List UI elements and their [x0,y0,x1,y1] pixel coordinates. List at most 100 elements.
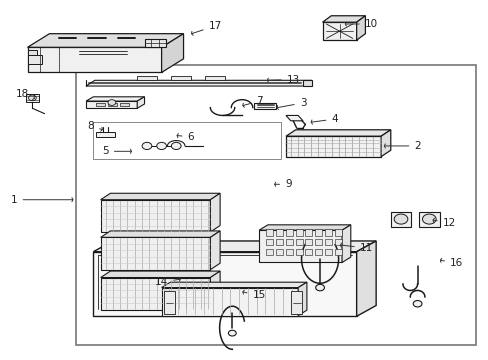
Polygon shape [137,76,157,80]
Polygon shape [285,239,292,245]
Text: 6: 6 [177,132,194,142]
Text: 15: 15 [243,290,265,301]
Polygon shape [305,239,312,245]
Polygon shape [298,282,306,316]
Polygon shape [137,97,144,108]
Polygon shape [325,229,331,235]
Polygon shape [295,229,302,235]
Polygon shape [266,249,273,255]
Polygon shape [276,249,283,255]
Polygon shape [210,193,220,232]
Polygon shape [161,282,306,288]
Text: 17: 17 [191,21,222,35]
Circle shape [393,214,407,224]
Text: 11: 11 [340,243,372,253]
Polygon shape [27,47,161,72]
Polygon shape [93,252,356,316]
Polygon shape [380,130,390,157]
Polygon shape [101,231,220,237]
Polygon shape [259,230,341,262]
Polygon shape [295,239,302,245]
Polygon shape [161,288,298,316]
Polygon shape [285,229,292,235]
Polygon shape [285,249,292,255]
Polygon shape [93,241,375,252]
Text: 10: 10 [345,19,377,29]
Polygon shape [144,40,166,47]
Text: 9: 9 [274,179,291,189]
Circle shape [28,95,36,101]
Polygon shape [86,97,144,101]
Polygon shape [322,22,356,40]
Polygon shape [315,249,322,255]
Polygon shape [276,229,283,235]
Polygon shape [341,225,350,262]
Circle shape [142,142,152,149]
Circle shape [228,330,236,336]
Circle shape [315,284,324,291]
Polygon shape [96,103,104,106]
Polygon shape [305,229,312,235]
Polygon shape [334,249,341,255]
Polygon shape [295,249,302,255]
Polygon shape [418,212,439,226]
Circle shape [157,142,166,149]
Polygon shape [27,55,42,64]
Polygon shape [356,241,375,316]
Polygon shape [315,239,322,245]
Polygon shape [266,239,273,245]
Polygon shape [322,16,365,22]
Text: 4: 4 [310,114,337,124]
Polygon shape [334,229,341,235]
Polygon shape [101,278,210,310]
Polygon shape [96,132,115,137]
Polygon shape [259,225,350,230]
Polygon shape [108,103,117,106]
Text: 2: 2 [384,141,420,151]
Polygon shape [390,212,410,226]
Polygon shape [161,34,183,72]
Circle shape [412,301,421,307]
Polygon shape [305,249,312,255]
Polygon shape [163,291,174,314]
Text: 3: 3 [277,98,305,109]
Polygon shape [101,237,210,270]
Polygon shape [86,101,137,108]
Polygon shape [285,136,380,157]
Polygon shape [303,80,311,86]
Text: 13: 13 [267,75,299,85]
Polygon shape [315,229,322,235]
Polygon shape [334,239,341,245]
Circle shape [422,214,435,224]
Polygon shape [101,271,220,278]
Text: 5: 5 [102,146,131,156]
Text: 7: 7 [243,96,262,107]
Text: 8: 8 [87,121,102,131]
Circle shape [108,100,116,105]
Text: 12: 12 [432,218,455,228]
Polygon shape [120,103,129,106]
Polygon shape [205,76,224,80]
Polygon shape [171,76,190,80]
Text: 14: 14 [155,277,180,287]
Polygon shape [285,130,390,136]
Text: 18: 18 [16,89,35,100]
Polygon shape [86,80,311,86]
Polygon shape [101,193,220,200]
Polygon shape [26,94,39,102]
Polygon shape [325,249,331,255]
Circle shape [171,142,181,149]
Polygon shape [325,239,331,245]
Text: 16: 16 [440,258,462,268]
Polygon shape [356,16,365,40]
Polygon shape [210,271,220,310]
Polygon shape [210,231,220,270]
Polygon shape [291,291,302,314]
Polygon shape [254,103,276,109]
Polygon shape [101,200,210,232]
Polygon shape [285,116,303,121]
Polygon shape [266,229,273,235]
Polygon shape [27,34,183,47]
Polygon shape [276,239,283,245]
Text: 1: 1 [11,195,73,205]
